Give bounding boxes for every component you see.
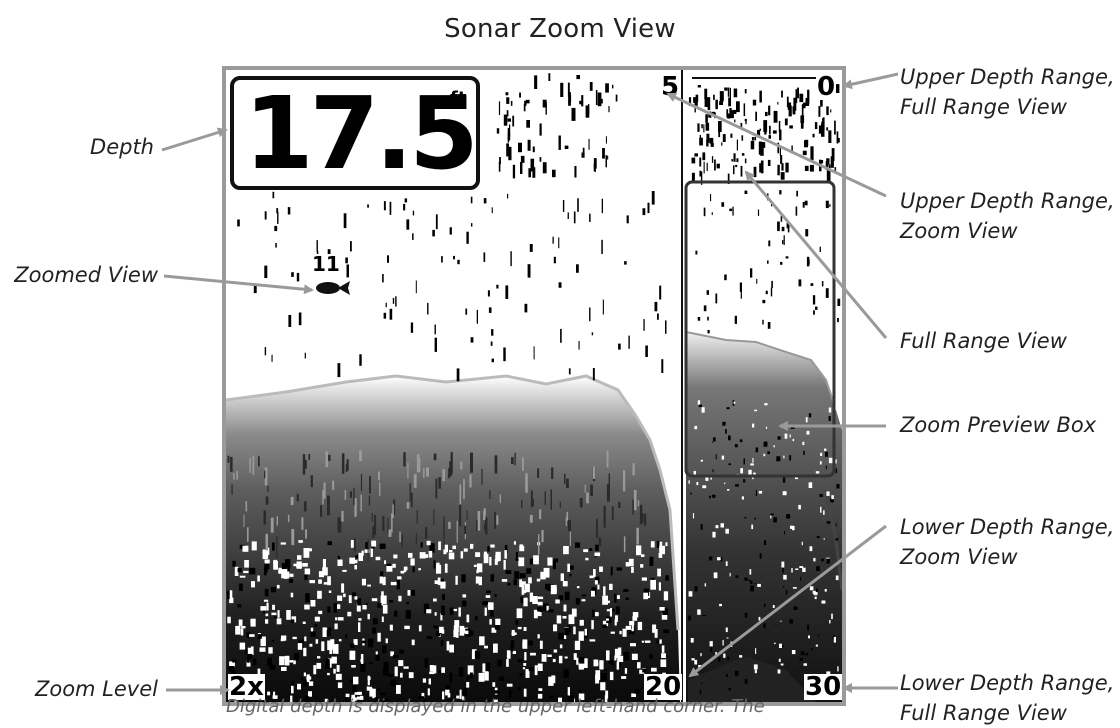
callout-upper-full-line2: Full Range View	[900, 95, 1067, 119]
callout-zoomed-view: Zoomed View	[14, 263, 158, 287]
fish-icon	[316, 281, 350, 295]
callout-lower-full: Lower Depth Range, Full Range View	[900, 668, 1114, 728]
depth-unit: ft	[450, 88, 467, 109]
callout-lower-zoom-line2: Zoom View	[900, 545, 1018, 569]
callout-upper-zoom: Upper Depth Range, Zoom View	[900, 186, 1115, 246]
sonar-screen: 17.5 ft 11 5 0 2x 20 30	[222, 66, 846, 706]
fish-depth-label: 11	[312, 252, 340, 276]
depth-value: 17.5	[244, 75, 479, 192]
callout-lower-full-line2: Full Range View	[900, 701, 1067, 725]
callout-upper-zoom-line1: Upper Depth Range,	[900, 189, 1115, 213]
page-title: Sonar Zoom View	[444, 14, 676, 44]
callout-full-range-view: Full Range View	[900, 329, 1067, 353]
caption-text: Digital depth is displayed in the upper …	[226, 696, 765, 717]
zoom-lower-depth: 20	[644, 672, 683, 702]
arrow-depth	[161, 127, 228, 152]
zoom-upper-depth: 5	[660, 72, 681, 102]
callout-zoom-level: Zoom Level	[34, 677, 158, 701]
callout-depth: Depth	[90, 135, 154, 159]
arrow-upper-full	[842, 72, 899, 90]
callout-upper-zoom-line2: Zoom View	[900, 219, 1018, 243]
callout-upper-full: Upper Depth Range, Full Range View	[900, 62, 1115, 122]
callout-lower-zoom-line1: Lower Depth Range,	[900, 515, 1115, 539]
callout-upper-full-line1: Upper Depth Range,	[900, 65, 1115, 89]
full-lower-depth: 30	[804, 672, 842, 702]
callout-lower-full-line1: Lower Depth Range,	[900, 671, 1115, 695]
full-range-view	[684, 77, 842, 702]
full-upper-depth: 0	[816, 72, 837, 102]
digital-depth-readout: 17.5 ft	[230, 75, 480, 192]
callout-lower-zoom: Lower Depth Range, Zoom View	[900, 512, 1114, 572]
zoom-level-label: 2x	[228, 672, 265, 702]
callout-zoom-preview-box: Zoom Preview Box	[900, 413, 1097, 437]
full-bottom-contour	[686, 332, 842, 702]
